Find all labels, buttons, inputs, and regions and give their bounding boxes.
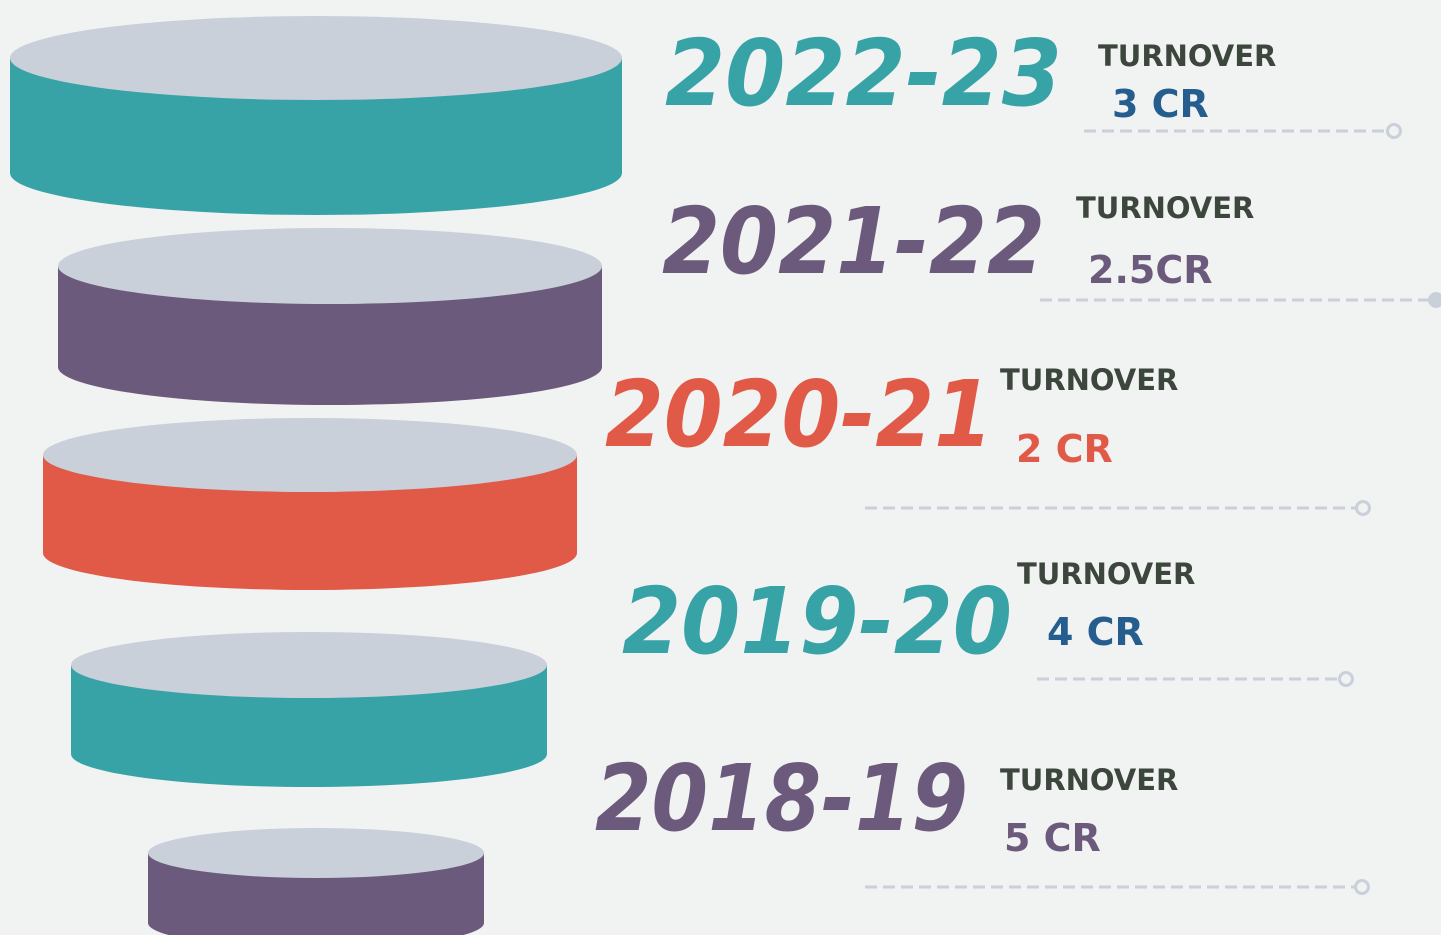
disk-top [10,16,622,100]
disk-top [71,632,547,698]
turnover-value: 5 CR [1004,816,1101,860]
disk-top [58,228,602,304]
disk-side [43,455,577,590]
year: 2022-23 [665,20,1062,127]
turnover-value: 2.5CR [1088,248,1212,292]
disk-side [71,665,547,787]
turnover-label: TURNOVER [1000,763,1178,797]
line-end [1428,292,1441,308]
turnover-label: TURNOVER [1076,191,1254,225]
year: 2020-21 [605,361,993,468]
line-end [1386,123,1402,139]
disk-top [43,418,577,492]
year: 2018-19 [595,745,968,852]
line-end [1354,879,1370,895]
turnover-value: 3 CR [1112,82,1209,126]
year: 2019-20 [622,568,1012,675]
disk-top [148,828,484,878]
line-end [1338,671,1354,687]
turnover-value: 2 CR [1016,427,1113,471]
year: 2021-22 [662,188,1045,295]
turnover-value: 4 CR [1047,610,1144,654]
disk-side [10,58,622,215]
turnover-label: TURNOVER [1098,39,1276,73]
line-end [1355,500,1371,516]
turnover-label: TURNOVER [1000,363,1178,397]
turnover-label: TURNOVER [1017,557,1195,591]
disk-side [58,266,602,405]
